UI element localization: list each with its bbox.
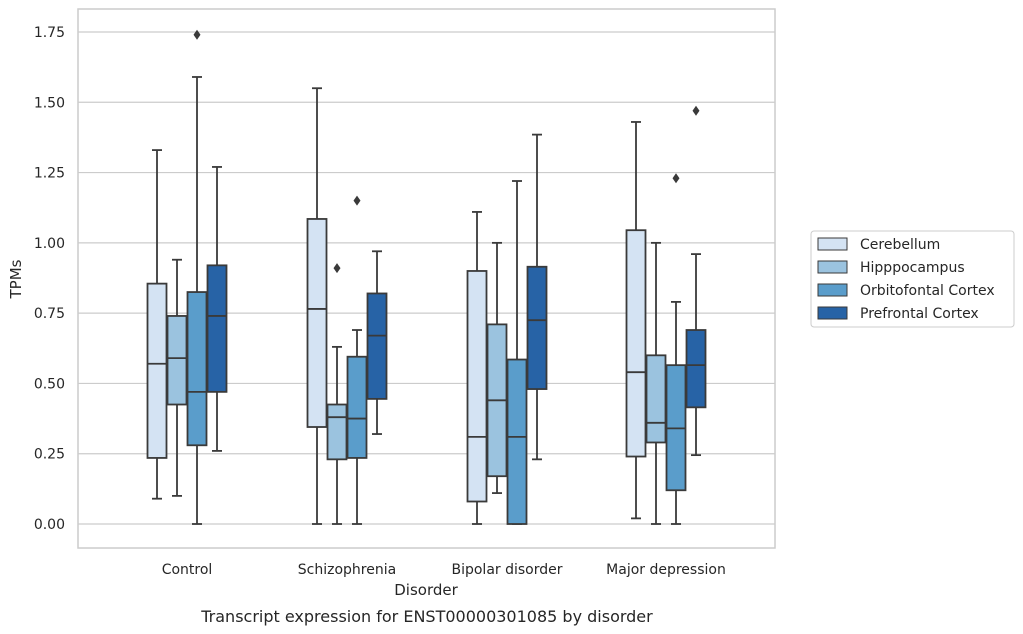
box-plot bbox=[486, 241, 508, 494]
box-plot bbox=[466, 211, 488, 525]
box-plot bbox=[685, 105, 707, 457]
figure-caption: Transcript expression for ENST0000030108… bbox=[200, 607, 653, 626]
box-plot bbox=[366, 250, 388, 435]
box-plot bbox=[206, 166, 228, 452]
legend-label: Orbitofontal Cortex bbox=[860, 283, 995, 299]
x-axis-label: Disorder bbox=[394, 581, 458, 599]
y-tick-label: 0.25 bbox=[34, 447, 65, 463]
box bbox=[346, 355, 368, 459]
box-plot bbox=[326, 263, 348, 525]
box bbox=[166, 315, 188, 406]
outlier-point bbox=[672, 173, 680, 184]
box-plot bbox=[166, 258, 188, 497]
box-plot bbox=[146, 149, 168, 500]
x-tick-label: Bipolar disorder bbox=[451, 562, 562, 578]
y-tick-label: 0.00 bbox=[34, 517, 65, 533]
y-tick-label: 1.00 bbox=[34, 236, 65, 252]
box-plot bbox=[186, 29, 208, 525]
y-axis-label: TPMs bbox=[7, 259, 25, 299]
box bbox=[146, 282, 168, 459]
box bbox=[326, 403, 348, 461]
plot-frame bbox=[77, 8, 776, 549]
box-plot bbox=[306, 87, 328, 525]
legend-label: Hipppocampus bbox=[860, 260, 965, 276]
legend-label: Cerebellum bbox=[860, 237, 940, 253]
box bbox=[526, 265, 548, 390]
outlier-point bbox=[193, 29, 201, 40]
box-plot bbox=[645, 241, 667, 525]
box-plot bbox=[625, 121, 647, 520]
box bbox=[645, 354, 667, 444]
outlier-point bbox=[333, 263, 341, 274]
legend: Cerebellum Hipppocampus Orbitofontal Corte… bbox=[810, 230, 1015, 328]
series-orbitofontal-cortex bbox=[186, 29, 687, 525]
box bbox=[306, 218, 328, 428]
legend-swatch bbox=[817, 283, 848, 297]
box bbox=[366, 292, 388, 400]
x-tick-label: Schizophrenia bbox=[298, 562, 396, 578]
legend-swatch bbox=[817, 260, 848, 274]
legend-label: Prefrontal Cortex bbox=[860, 306, 979, 322]
y-tick-label: 1.25 bbox=[34, 166, 65, 182]
y-tick-label: 1.50 bbox=[34, 95, 65, 111]
legend-swatch bbox=[817, 237, 848, 251]
box bbox=[506, 358, 528, 525]
y-tick-label: 0.75 bbox=[34, 306, 65, 322]
outlier-point bbox=[692, 105, 700, 116]
legend-frame bbox=[810, 230, 1015, 328]
box-plot-series bbox=[146, 29, 707, 525]
x-axis-ticks: Control Schizophrenia Bipolar disorder Majo… bbox=[162, 562, 726, 578]
box-plot bbox=[506, 180, 528, 525]
box bbox=[206, 264, 228, 393]
y-tick-label: 0.50 bbox=[34, 376, 65, 392]
x-tick-label: Major depression bbox=[606, 562, 726, 578]
box bbox=[625, 229, 647, 458]
y-axis-ticks: 0.00 0.25 0.50 0.75 1.00 1.25 1.50 1.75 bbox=[34, 25, 65, 533]
box bbox=[685, 329, 707, 409]
box-plot bbox=[526, 133, 548, 461]
box-plot bbox=[665, 173, 687, 525]
box bbox=[186, 291, 208, 447]
series-prefrontal-cortex bbox=[206, 105, 707, 461]
box bbox=[466, 270, 488, 503]
outlier-point bbox=[353, 195, 361, 206]
series-hipppocampus bbox=[166, 241, 667, 525]
legend-swatch bbox=[817, 306, 848, 320]
box-plot bbox=[346, 195, 368, 525]
y-tick-label: 1.75 bbox=[34, 25, 65, 41]
series-cerebellum bbox=[146, 87, 647, 525]
x-tick-label: Control bbox=[162, 562, 213, 578]
